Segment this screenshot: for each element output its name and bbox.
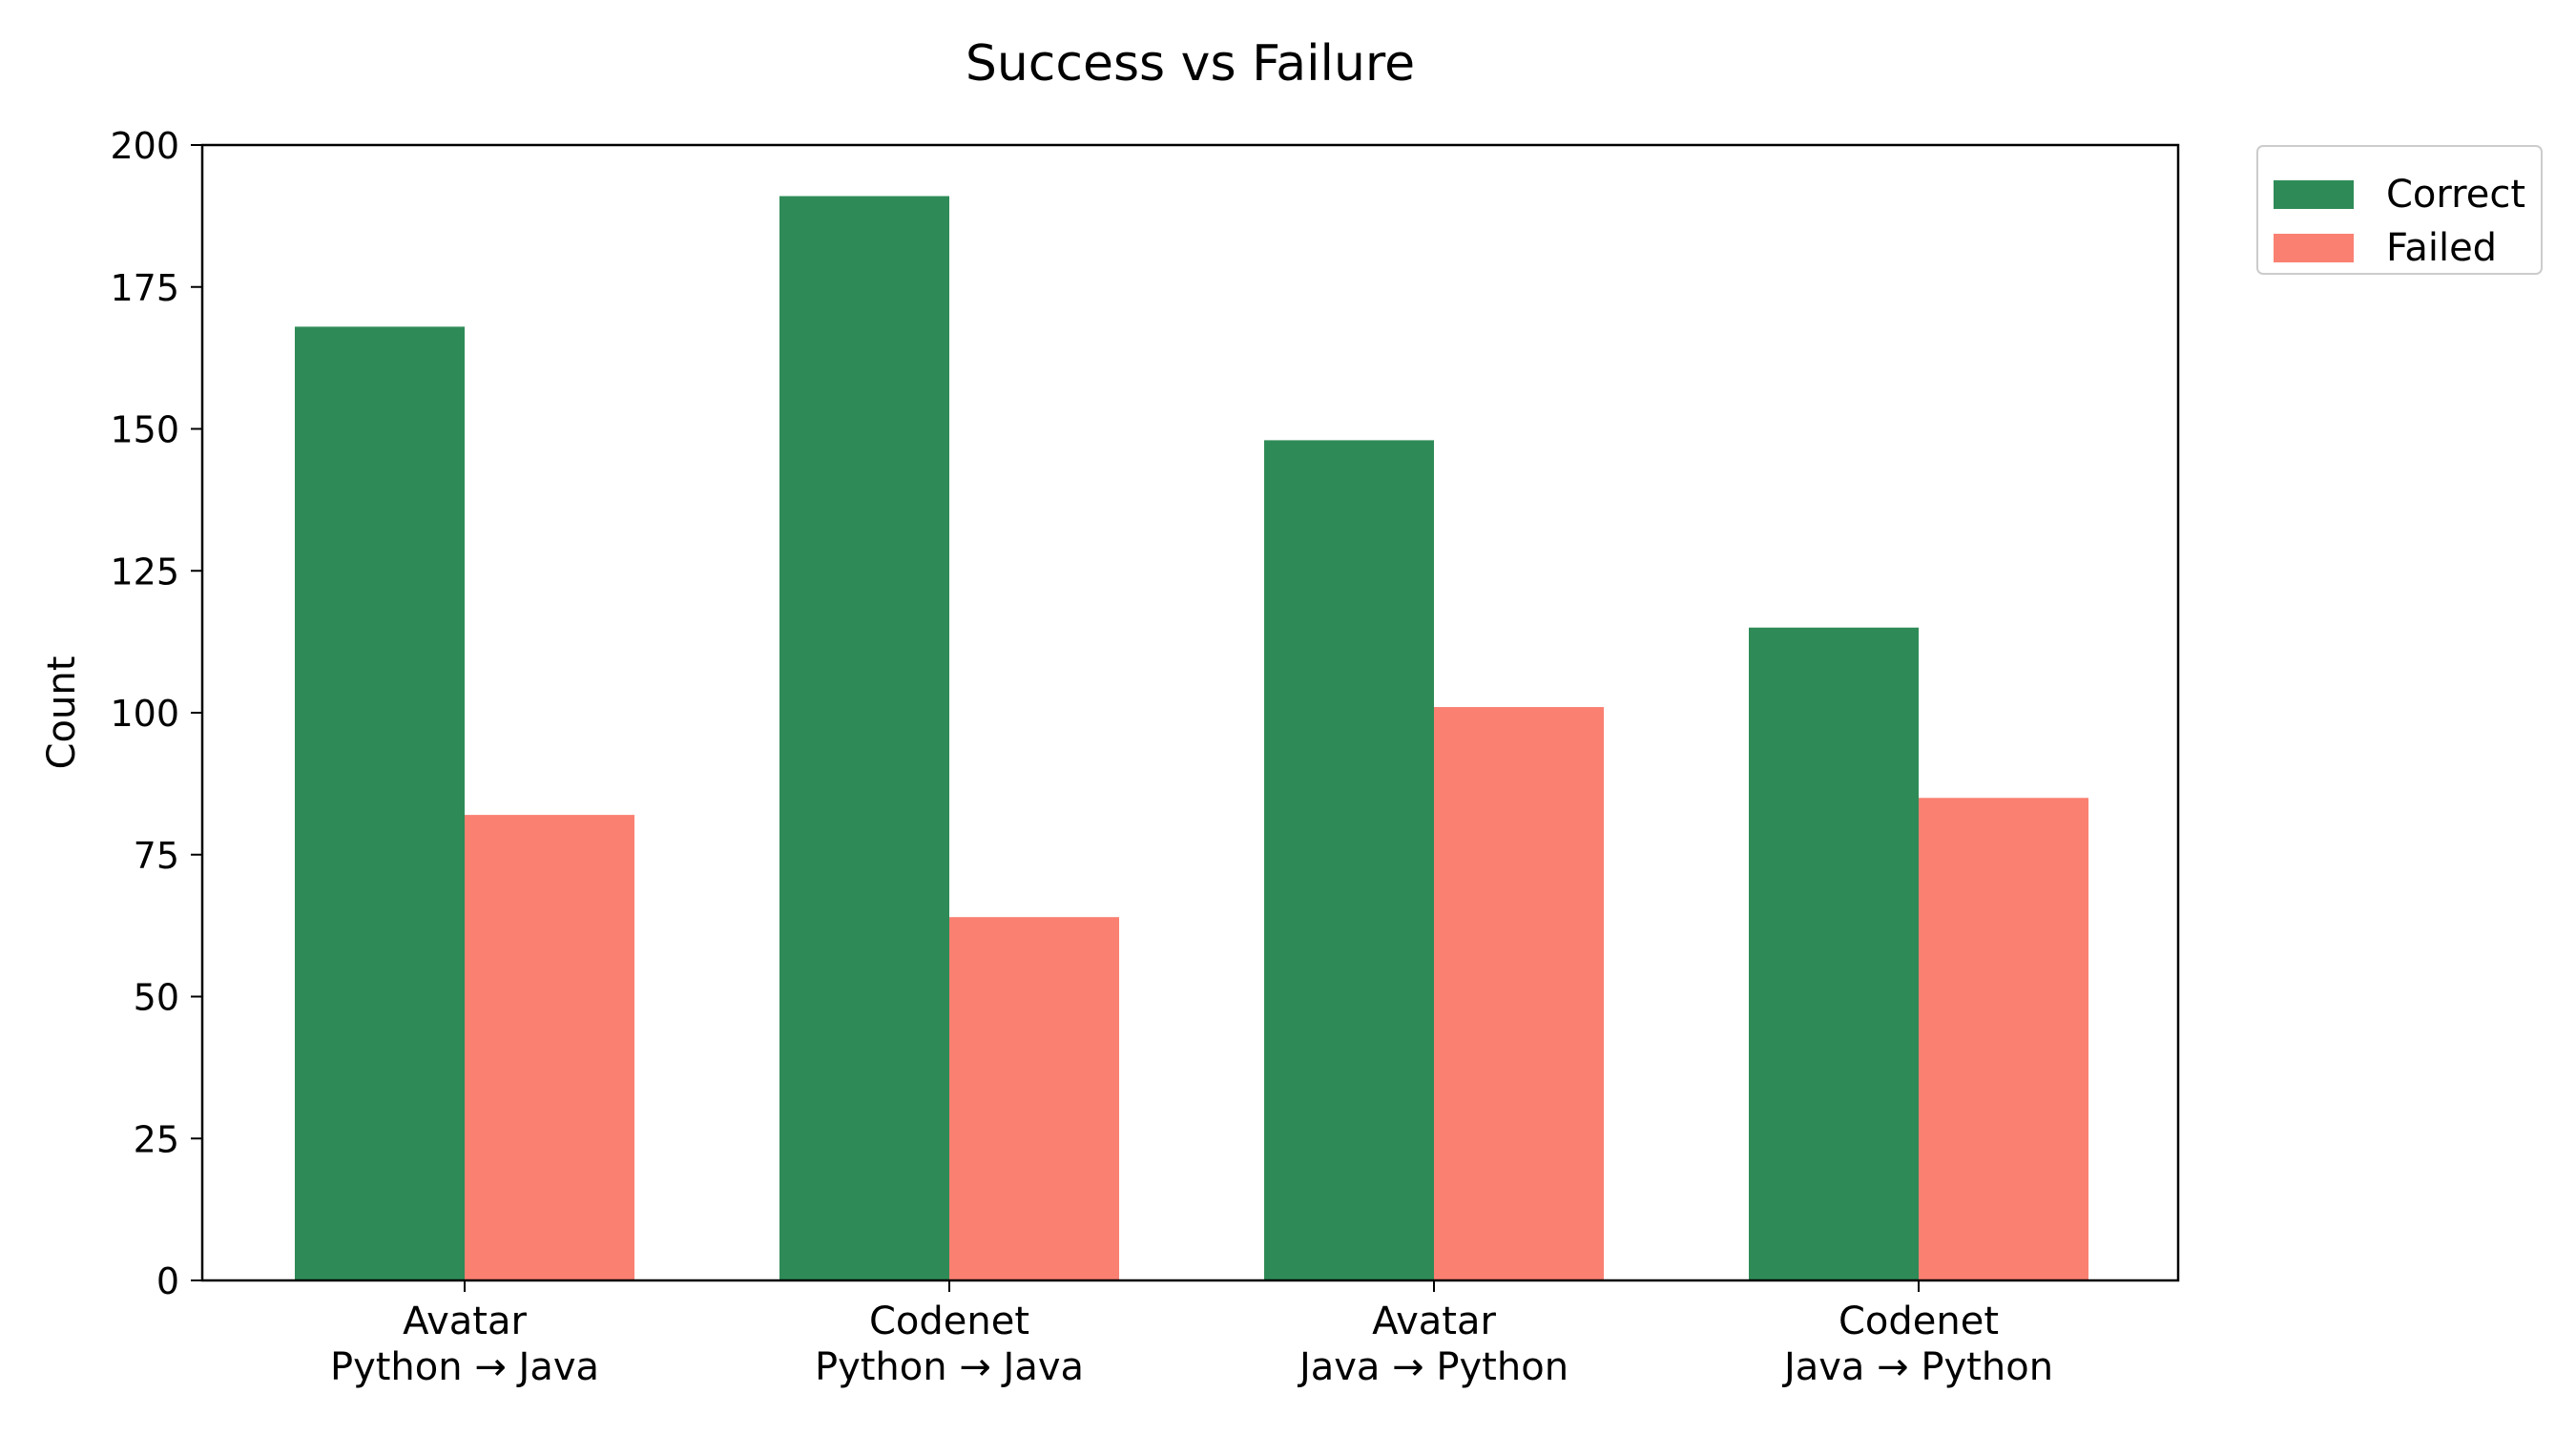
x-tick-label-3-1: Java → Python [1781, 1345, 2053, 1389]
y-tick-label-2: 50 [134, 977, 179, 1019]
x-tick-label-2-0: Avatar [1372, 1300, 1496, 1343]
plot-frame [200, 143, 2180, 1282]
x-tick-label-1-1: Python → Java [815, 1345, 1084, 1389]
y-tick-label-1: 25 [134, 1118, 179, 1160]
y-tick-label-5: 125 [110, 551, 179, 593]
y-tick-label-4: 100 [110, 693, 179, 735]
x-tick-label-0-0: Avatar [403, 1300, 527, 1343]
bar-correct-0 [295, 326, 465, 1280]
x-tick-label-1-0: Codenet [869, 1300, 1029, 1343]
y-axis-label: Count [40, 656, 84, 770]
legend-swatch-correct [2274, 180, 2354, 209]
legend-label-correct: Correct [2386, 173, 2525, 217]
y-tick-label-3: 75 [134, 835, 179, 877]
bar-correct-2 [1264, 440, 1434, 1280]
bar-failed-3 [1919, 798, 2088, 1280]
y-tick-label-8: 200 [110, 125, 179, 167]
x-tick-label-3-0: Codenet [1839, 1300, 1999, 1343]
axes-layer [191, 143, 2180, 1292]
bars-layer [295, 196, 2088, 1280]
legend-label-failed: Failed [2386, 226, 2498, 270]
y-tick-label-0: 0 [156, 1260, 179, 1302]
x-tick-label-0-1: Python → Java [330, 1345, 599, 1389]
chart-title: Success vs Failure [966, 35, 1415, 93]
bar-failed-0 [465, 815, 634, 1280]
legend-item-failed: Failed [2274, 226, 2498, 270]
bar-failed-1 [949, 917, 1119, 1280]
legend-item-correct: Correct [2274, 173, 2525, 217]
legend-swatch-failed [2274, 234, 2354, 262]
y-tick-label-6: 150 [110, 409, 179, 451]
bar-correct-3 [1749, 627, 1919, 1280]
legend: Correct Failed [2256, 145, 2543, 275]
x-tick-label-2-1: Java → Python [1297, 1345, 1568, 1389]
bar-failed-2 [1434, 707, 1604, 1280]
y-tick-label-7: 175 [110, 267, 179, 309]
bar-correct-1 [779, 196, 949, 1280]
